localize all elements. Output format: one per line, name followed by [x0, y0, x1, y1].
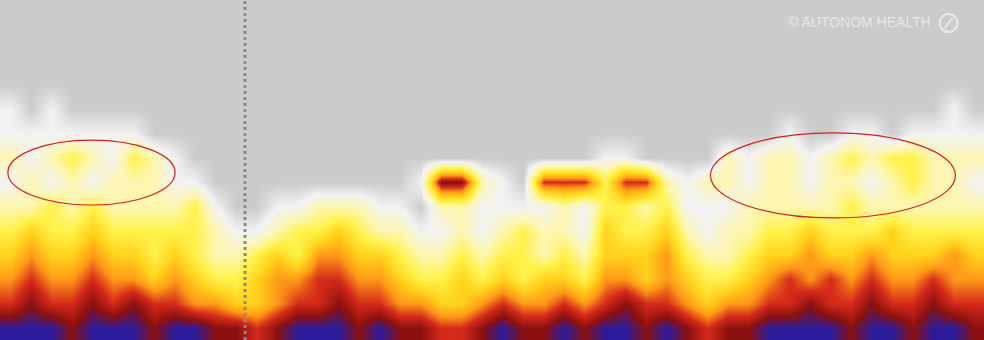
svg-text:© AUTONOM HEALTH: © AUTONOM HEALTH [788, 14, 931, 30]
